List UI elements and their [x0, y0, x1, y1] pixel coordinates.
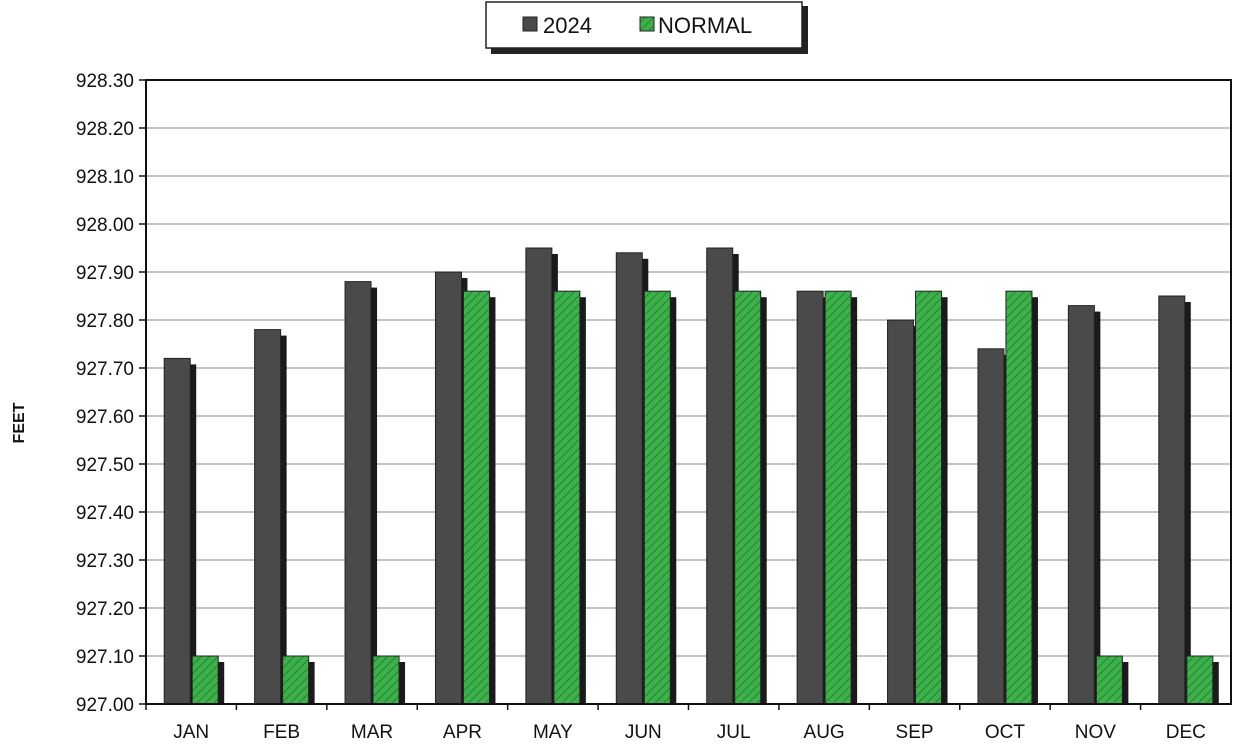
bar-2024-jun — [615, 252, 643, 705]
bar-normal-apr — [462, 290, 490, 705]
y-tick-label: 927.60 — [76, 407, 134, 428]
x-tick-label: AUG — [804, 722, 845, 743]
y-tick-label: 927.40 — [76, 503, 134, 524]
bar-2024-mar — [344, 281, 372, 705]
y-tick-label: 928.00 — [76, 215, 134, 236]
bar-2024-jul — [706, 247, 734, 705]
y-tick-label: 927.50 — [76, 455, 134, 476]
x-tick-label: MAY — [533, 722, 573, 743]
y-tick-label: 927.70 — [76, 359, 134, 380]
y-tick-label: 927.10 — [76, 647, 134, 668]
x-tick-label: JUL — [717, 722, 751, 743]
bar-2024-nov — [1067, 305, 1095, 705]
bar-2024-apr — [434, 271, 462, 705]
y-tick-label: 927.00 — [76, 695, 134, 716]
y-tick-label: 927.20 — [76, 599, 134, 620]
x-tick-label: NOV — [1075, 722, 1117, 743]
bar-normal-oct — [1005, 290, 1033, 705]
bar-normal-may — [553, 290, 581, 705]
y-axis-ticks: 927.00 927.10 927.20 927.30 927.40 927.50 927.… — [76, 71, 146, 716]
x-tick-label: SEP — [896, 722, 934, 743]
bar-normal-jun — [643, 290, 671, 705]
bar-2024-sep — [887, 319, 915, 705]
bar-normal-feb — [282, 655, 310, 705]
bar-2024-oct — [977, 348, 1005, 705]
legend-label-2024: 2024 — [543, 13, 592, 38]
bar-2024-jan — [163, 357, 191, 705]
y-tick-label: 928.20 — [76, 119, 134, 140]
x-axis-ticks: JAN FEB MAR APR MAY JUN JUL AUG SEP OCT NOV DEC — [145, 704, 1206, 743]
y-tick-label: 927.90 — [76, 263, 134, 284]
y-tick-label: 928.30 — [76, 71, 134, 92]
bar-normal-mar — [372, 655, 400, 705]
bar-normal-jan — [191, 655, 219, 705]
gridlines — [146, 127, 1231, 657]
bar-normal-jul — [734, 290, 762, 705]
bar-normal-dec — [1186, 655, 1214, 705]
plot-frame — [145, 79, 1232, 705]
x-tick-label: JUN — [625, 722, 662, 743]
x-tick-label: MAR — [351, 722, 393, 743]
x-tick-label: JAN — [173, 722, 209, 743]
y-axis-title: FEET — [11, 402, 28, 443]
bar-2024-aug — [796, 290, 824, 705]
x-tick-label: OCT — [985, 722, 1026, 743]
y-tick-label: 928.10 — [76, 167, 134, 188]
legend-label-normal: NORMAL — [658, 13, 752, 38]
bar-normal-aug — [824, 290, 852, 705]
x-tick-label: APR — [443, 722, 482, 743]
y-tick-label: 927.30 — [76, 551, 134, 572]
x-tick-label: FEB — [263, 722, 300, 743]
bar-normal-sep — [915, 290, 943, 705]
bar-2024-dec — [1158, 295, 1186, 705]
legend-swatch-normal — [639, 16, 655, 32]
bars — [163, 247, 1219, 705]
legend: 2024 NORMAL — [485, 1, 808, 54]
bar-2024-feb — [254, 329, 282, 705]
x-tick-label: DEC — [1166, 722, 1206, 743]
bar-2024-may — [525, 247, 553, 705]
bar-normal-nov — [1095, 655, 1123, 705]
legend-swatch-2024 — [522, 16, 538, 32]
y-tick-label: 927.80 — [76, 311, 134, 332]
